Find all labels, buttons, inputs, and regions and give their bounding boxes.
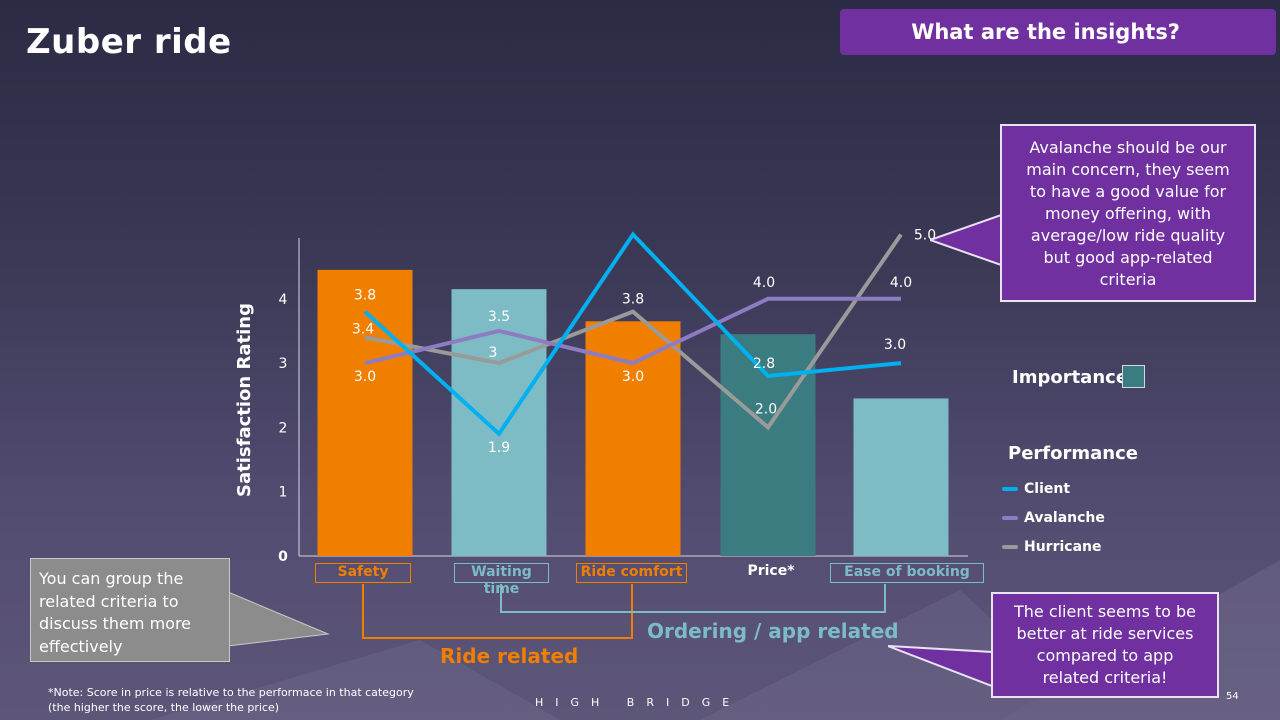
series-line-avalanche [364, 296, 901, 366]
y-tick-label: 3 [279, 356, 288, 372]
category-label-price: Price* [747, 563, 795, 579]
callout-line: related criteria! [1042, 668, 1168, 687]
callout-line: compared to app [1036, 646, 1174, 665]
category-label-ease-of-booking: Ease of booking [830, 563, 984, 583]
data-label-client: 3.8 [354, 288, 376, 304]
callout-line: main concern, they seem [1026, 160, 1230, 179]
data-label-avalanche: 4.0 [890, 275, 912, 291]
tip-line: related criteria to [39, 591, 179, 611]
data-label-hurricane: 2.0 [755, 401, 777, 417]
insight-callout-client: The client seems to be better at ride se… [991, 592, 1219, 698]
legend-swatch-hurricane [1002, 545, 1018, 549]
y-tick-label: 0 [278, 549, 288, 565]
insight-callout-avalanche: Avalanche should be our main concern, th… [1000, 124, 1256, 302]
callout-line: average/low ride quality [1030, 226, 1226, 245]
y-tick-label: 4 [279, 292, 288, 308]
legend-label-client: Client [1024, 481, 1071, 497]
legend-importance-swatch [1122, 365, 1145, 388]
legend-swatch-avalanche [1002, 516, 1018, 520]
insights-button[interactable]: What are the insights? [840, 9, 1276, 55]
category-label-safety: Safety [315, 563, 411, 583]
importance-bar [451, 289, 547, 556]
legend-swatch-client [1002, 487, 1018, 491]
legend-item-avalanche: Avalanche [1002, 510, 1105, 526]
tip-pointer [228, 591, 330, 647]
importance-bar [853, 398, 949, 556]
legend-item-hurricane: Hurricane [1002, 539, 1102, 555]
brand-logo-text: HIGH BRIDGE [535, 696, 742, 709]
series-line-hurricane [364, 233, 903, 431]
callout-line: criteria [1099, 270, 1157, 289]
importance-bar [317, 269, 413, 556]
category-label-ride-comfort: Ride comfort [576, 563, 687, 583]
importance-bar [585, 321, 681, 556]
data-label-client: 1.9 [488, 440, 510, 456]
callout-line: to have a good value for [1029, 182, 1227, 201]
legend-item-client: Client [1002, 481, 1070, 497]
legend-label-avalanche: Avalanche [1024, 510, 1105, 526]
footnote: *Note: Score in price is relative to the… [48, 685, 414, 715]
data-label-avalanche: 4.0 [753, 275, 775, 291]
page-number: 54 [1226, 691, 1239, 702]
y-tick-label: 2 [279, 420, 288, 436]
y-tick-label: 1 [279, 485, 288, 501]
tip-line: effectively [39, 636, 123, 656]
data-label-hurricane: 3.4 [352, 321, 374, 337]
callout-line: The client seems to be [1013, 602, 1197, 621]
page-title: Zuber ride [26, 22, 232, 62]
callout-line: Avalanche should be our [1029, 138, 1227, 157]
legend-importance-label: Importance [1012, 367, 1129, 388]
callout-line: but good app-related [1043, 248, 1213, 267]
group-label-ride-related: Ride related [440, 644, 579, 668]
data-label-hurricane: 3 [489, 345, 498, 361]
data-label-hurricane: 3.8 [622, 292, 644, 308]
legend-label-hurricane: Hurricane [1024, 539, 1102, 555]
legend-performance-label: Performance [1008, 443, 1138, 464]
group-label-ordering-related: Ordering / app related [647, 619, 899, 643]
tip-line: You can group the [39, 569, 184, 588]
data-label-avalanche: 3.0 [354, 369, 376, 385]
footnote-line: *Note: Score in price is relative to the… [48, 686, 414, 699]
callout-line: money offering, with [1044, 204, 1211, 223]
data-label-avalanche: 3.0 [622, 369, 644, 385]
tip-callout: You can group the related criteria to di… [30, 558, 230, 662]
series-line-client [363, 231, 902, 437]
data-label-avalanche: 3.5 [488, 309, 510, 325]
ordering-related-bracket [500, 584, 886, 613]
footnote-line: (the higher the score, the lower the pri… [48, 701, 280, 714]
y-axis-title: Satisfaction Rating [234, 303, 255, 497]
data-label-client: 3.0 [884, 337, 906, 353]
callout-line: better at ride services [1016, 624, 1194, 643]
data-label-client: 2.8 [753, 356, 775, 372]
tip-line: discuss them more [39, 614, 192, 633]
